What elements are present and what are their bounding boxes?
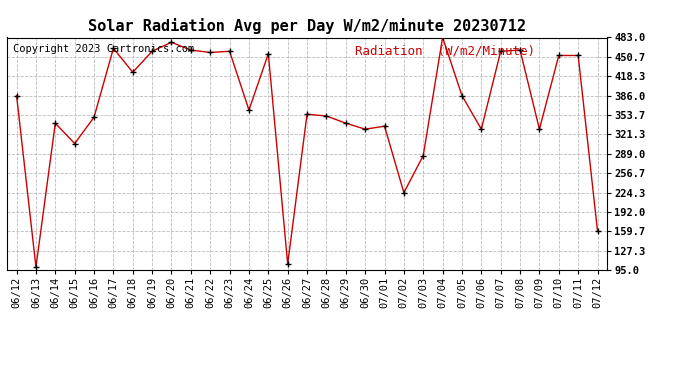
Text: Copyright 2023 Cartronics.com: Copyright 2023 Cartronics.com: [13, 45, 194, 54]
Text: Radiation  (W/m2/Minute): Radiation (W/m2/Minute): [355, 45, 535, 57]
Title: Solar Radiation Avg per Day W/m2/minute 20230712: Solar Radiation Avg per Day W/m2/minute …: [88, 18, 526, 33]
